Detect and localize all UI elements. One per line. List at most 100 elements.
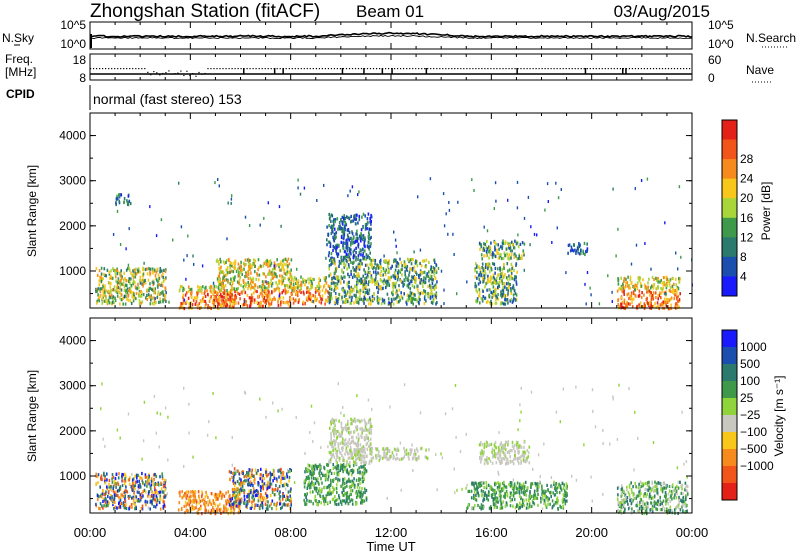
echo-cell — [363, 468, 365, 472]
echo-cell — [343, 216, 345, 220]
echo-cell — [132, 477, 135, 481]
echo-cell — [239, 502, 242, 506]
echo-cell — [215, 285, 217, 289]
echo-cell — [266, 281, 268, 285]
echo-cell — [430, 300, 433, 304]
echo-cell — [421, 259, 424, 263]
echo-cell — [311, 281, 313, 285]
echo-cell — [669, 307, 671, 311]
echo-cell-sparse — [440, 269, 443, 273]
echo-cell — [338, 494, 340, 498]
echo-cell — [238, 266, 241, 270]
echo-cell — [232, 494, 234, 498]
nave-dot — [192, 73, 194, 75]
nave-dot — [351, 68, 354, 70]
echo-cell — [359, 297, 361, 301]
echo-cell — [404, 279, 406, 283]
echo-cell — [328, 291, 331, 295]
echo-cell — [519, 242, 522, 246]
echo-cell — [423, 302, 426, 306]
echo-cell — [187, 490, 190, 494]
echo-cell — [118, 496, 120, 500]
echo-cell — [303, 481, 306, 485]
echo-cell — [209, 289, 212, 293]
echo-cell — [410, 279, 413, 283]
echo-cell — [334, 428, 336, 432]
echo-cell — [478, 265, 480, 269]
echo-cell — [393, 281, 395, 285]
echo-cell — [117, 476, 120, 480]
echo-cell — [362, 287, 365, 291]
nave-dot — [523, 68, 525, 70]
echo-cell — [336, 254, 339, 258]
echo-cell — [510, 274, 512, 278]
echo-cell — [312, 294, 314, 298]
echo-cell — [134, 474, 136, 478]
echo-cell — [293, 285, 296, 289]
echo-cell — [501, 281, 504, 285]
echo-cell — [586, 249, 588, 253]
echo-cell — [222, 299, 225, 303]
echo-cell — [422, 271, 424, 275]
echo-cell — [356, 468, 359, 472]
echo-cell — [413, 269, 416, 273]
echo-cell — [160, 291, 163, 295]
echo-cell — [640, 295, 643, 300]
echo-cell — [101, 297, 104, 301]
echo-cell-sparse — [675, 251, 677, 255]
echo-cell — [275, 477, 278, 481]
echo-cell — [264, 502, 267, 506]
colorbar-tick: 16 — [740, 211, 754, 225]
echo-cell — [252, 494, 254, 498]
echo-cell — [154, 482, 156, 487]
echo-cell — [334, 231, 337, 236]
echo-cell — [378, 285, 381, 289]
echo-cell — [620, 296, 623, 300]
echo-cell — [303, 498, 305, 502]
echo-cell — [139, 294, 142, 298]
echo-cell — [497, 273, 499, 277]
echo-cell — [346, 450, 349, 454]
echo-cell — [284, 503, 286, 507]
echo-cell — [343, 225, 346, 229]
echo-cell — [381, 297, 384, 301]
echo-cell — [379, 278, 382, 282]
echo-cell — [181, 302, 183, 306]
echo-cell-sparse — [483, 225, 485, 229]
echo-cell — [629, 294, 631, 299]
nave-dot — [529, 68, 531, 70]
echo-cell — [142, 494, 144, 498]
echo-cell — [161, 284, 164, 288]
echo-cell — [327, 475, 330, 479]
echo-cell — [141, 274, 144, 278]
nave-dot — [547, 68, 549, 70]
echo-cell — [156, 503, 158, 507]
echo-cell — [401, 267, 403, 271]
echo-cell — [360, 277, 363, 281]
echo-cell — [287, 490, 290, 494]
echo-cell — [353, 268, 356, 272]
echo-cell — [490, 268, 493, 272]
echo-cell — [436, 280, 438, 284]
nave-dot — [649, 68, 652, 70]
echo-cell — [359, 450, 361, 454]
echo-cell — [332, 463, 334, 467]
echo-cell — [210, 508, 213, 512]
echo-cell — [358, 477, 360, 481]
echo-cell — [288, 498, 291, 502]
echo-cell — [140, 492, 143, 496]
echo-cell — [351, 290, 353, 294]
echo-cell — [329, 215, 331, 219]
echo-cell-sparse — [544, 208, 546, 212]
echo-cell — [198, 494, 200, 498]
echo-cell — [338, 456, 341, 460]
echo-cell — [367, 234, 370, 239]
echo-cell — [386, 292, 389, 296]
echo-cell — [494, 281, 497, 285]
echo-cell — [401, 264, 403, 268]
echo-cell — [376, 299, 379, 303]
echo-cell — [344, 501, 347, 505]
echo-cell — [341, 259, 344, 263]
echo-cell — [308, 476, 310, 480]
